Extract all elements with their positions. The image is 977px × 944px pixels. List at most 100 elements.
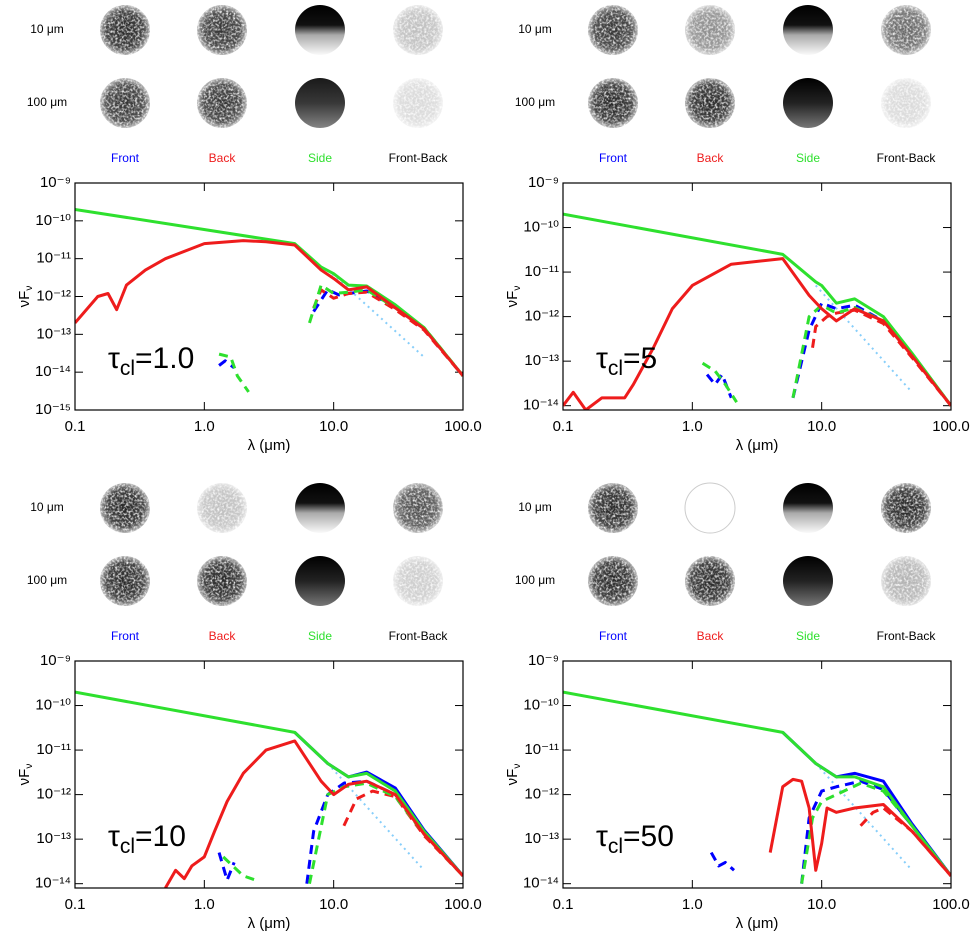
annotation: τcl=5 — [596, 342, 657, 380]
y-tick-label: 10⁻¹⁴ — [523, 875, 559, 892]
y-axis-label: νFν — [16, 764, 35, 786]
x-axis-label: λ (μm) — [248, 915, 291, 932]
sed-line — [312, 288, 463, 377]
y-axis-label-main: νF — [16, 769, 33, 786]
image-column-label: Back — [697, 629, 725, 643]
image-thumbnail — [783, 556, 833, 606]
annotation-sub: cl — [120, 835, 135, 858]
image-thumbnail — [588, 483, 638, 533]
y-axis-label-sub: ν — [24, 764, 35, 769]
x-tick-label: 100.0 — [932, 418, 970, 435]
annotation-sub: cl — [608, 835, 623, 858]
image-column-label: Front-Back — [389, 151, 449, 165]
image-row-label: 100 μm — [27, 95, 67, 109]
image-thumbnail — [881, 483, 931, 533]
y-tick-label: 10⁻¹⁴ — [35, 875, 71, 892]
annotation-sub: cl — [120, 357, 135, 380]
x-axis-label: λ (μm) — [736, 915, 779, 932]
image-row-label: 100 μm — [515, 95, 555, 109]
x-tick-label: 10.0 — [807, 418, 836, 435]
x-tick-label: 1.0 — [682, 896, 703, 913]
panel: 10 μm 100 μm Front Back Side Front-Back 0.1 1.0… — [504, 482, 970, 932]
annotation-value: =1.0 — [135, 342, 194, 375]
y-tick-label: 10⁻⁹ — [40, 652, 71, 669]
sed-line — [218, 283, 463, 393]
image-thumbnail — [685, 5, 735, 55]
panel: 10 μm 100 μm Front Back Side Front-Back 0.1 1.0… — [16, 5, 482, 454]
x-tick-label: 10.0 — [319, 418, 348, 435]
x-tick-label: 0.1 — [65, 418, 86, 435]
image-thumbnail — [783, 78, 833, 128]
sed-line — [563, 212, 951, 407]
y-tick-label: 10⁻⁹ — [528, 174, 559, 191]
image-column-label: Front — [599, 151, 628, 165]
plot-frame — [74, 660, 464, 889]
sed-line — [701, 303, 951, 407]
y-axis-label-main: νF — [504, 769, 521, 786]
x-axis-label: λ (μm) — [736, 437, 779, 454]
image-thumbnail — [393, 5, 443, 55]
y-axis-label-sub: ν — [512, 764, 523, 769]
image-thumbnail — [685, 556, 735, 606]
y-axis-label-sub: ν — [24, 286, 35, 291]
x-tick-label: 1.0 — [194, 418, 215, 435]
annotation-sub: cl — [608, 357, 623, 380]
image-thumbnail — [588, 5, 638, 55]
image-column-label: Front — [111, 151, 140, 165]
image-column-label: Back — [697, 151, 725, 165]
image-column-label: Side — [308, 629, 332, 643]
sed-line — [563, 690, 951, 877]
x-tick-label: 10.0 — [319, 896, 348, 913]
y-tick-label: 10⁻¹³ — [524, 352, 559, 369]
image-column-label: Side — [796, 151, 820, 165]
x-tick-label: 100.0 — [444, 418, 482, 435]
image-row-label: 10 μm — [30, 22, 64, 36]
y-tick-label: 10⁻¹⁴ — [523, 397, 559, 414]
y-tick-label: 10⁻¹³ — [36, 325, 71, 342]
y-tick-label: 10⁻¹⁰ — [35, 697, 71, 714]
image-column-label: Side — [308, 151, 332, 165]
annotation-symbol: τ — [596, 342, 608, 375]
image-row-label: 100 μm — [515, 573, 555, 587]
annotation-symbol: τ — [108, 820, 120, 853]
image-row-label: 10 μm — [30, 500, 64, 514]
x-tick-label: 0.1 — [553, 896, 574, 913]
sed-line — [75, 239, 463, 377]
y-axis-label: νFν — [504, 286, 523, 308]
image-column-label: Front — [599, 629, 628, 643]
image-row-label: 100 μm — [27, 573, 67, 587]
image-thumbnail — [783, 5, 833, 55]
y-tick-label: 10⁻⁹ — [528, 652, 559, 669]
image-thumbnail — [881, 5, 931, 55]
y-tick-label: 10⁻¹¹ — [524, 263, 559, 280]
x-axis-label: λ (μm) — [248, 437, 291, 454]
annotation: τcl=50 — [596, 820, 674, 858]
sed-line — [563, 257, 951, 410]
y-tick-label: 10⁻¹³ — [36, 830, 71, 847]
annotation-symbol: τ — [108, 342, 120, 375]
plot-frame — [74, 182, 464, 411]
image-column-label: Back — [209, 629, 237, 643]
sed-line — [164, 739, 463, 888]
image-thumbnail — [881, 78, 931, 128]
image-column-label: Front-Back — [877, 629, 937, 643]
plot-frame — [562, 182, 952, 411]
y-tick-label: 10⁻⁹ — [40, 174, 71, 191]
annotation: τcl=1.0 — [108, 342, 194, 380]
x-tick-label: 1.0 — [682, 418, 703, 435]
y-tick-label: 10⁻¹¹ — [36, 250, 71, 267]
y-tick-label: 10⁻¹⁰ — [523, 219, 559, 236]
annotation: τcl=10 — [108, 820, 186, 858]
y-axis-label-main: νF — [16, 291, 33, 308]
y-tick-label: 10⁻¹⁰ — [523, 697, 559, 714]
image-thumbnail — [295, 483, 345, 533]
image-thumbnail — [588, 78, 638, 128]
y-tick-label: 10⁻¹¹ — [36, 741, 71, 758]
y-axis-label-main: νF — [504, 291, 521, 308]
image-thumbnail — [197, 556, 247, 606]
image-thumbnail — [393, 78, 443, 128]
image-thumbnail — [393, 556, 443, 606]
y-tick-label: 10⁻¹⁴ — [35, 363, 71, 380]
y-tick-label: 10⁻¹⁰ — [35, 212, 71, 229]
